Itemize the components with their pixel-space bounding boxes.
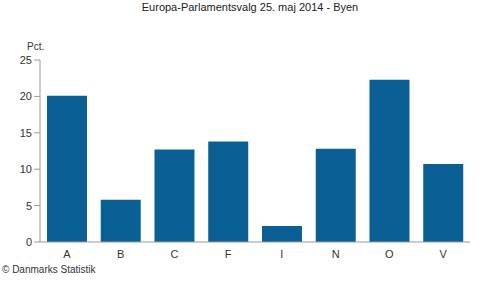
svg-text:10: 10 — [20, 163, 32, 175]
html-text:Pct.: Pct. — [27, 41, 45, 52]
svg-text:F: F — [225, 248, 232, 260]
svg-text:A: A — [63, 248, 71, 260]
html-text:Europa-Parlamentsvalg 25. maj: Europa-Parlamentsvalg 25. maj 2014 - Bye… — [141, 1, 359, 13]
svg-text:O: O — [385, 248, 394, 260]
svg-text:20: 20 — [20, 90, 32, 102]
html-text:© Danmarks Statistik: © Danmarks Statistik — [2, 264, 96, 275]
svg-text:5: 5 — [26, 200, 32, 212]
svg-text:V: V — [439, 248, 447, 260]
svg-text:0: 0 — [26, 236, 32, 248]
svg-text:N: N — [332, 248, 340, 260]
svg-text:B: B — [117, 248, 124, 260]
svg-text:25: 25 — [20, 54, 32, 66]
svg-text:15: 15 — [20, 127, 32, 139]
svg-text:I: I — [280, 248, 283, 260]
svg-text:C: C — [170, 248, 178, 260]
